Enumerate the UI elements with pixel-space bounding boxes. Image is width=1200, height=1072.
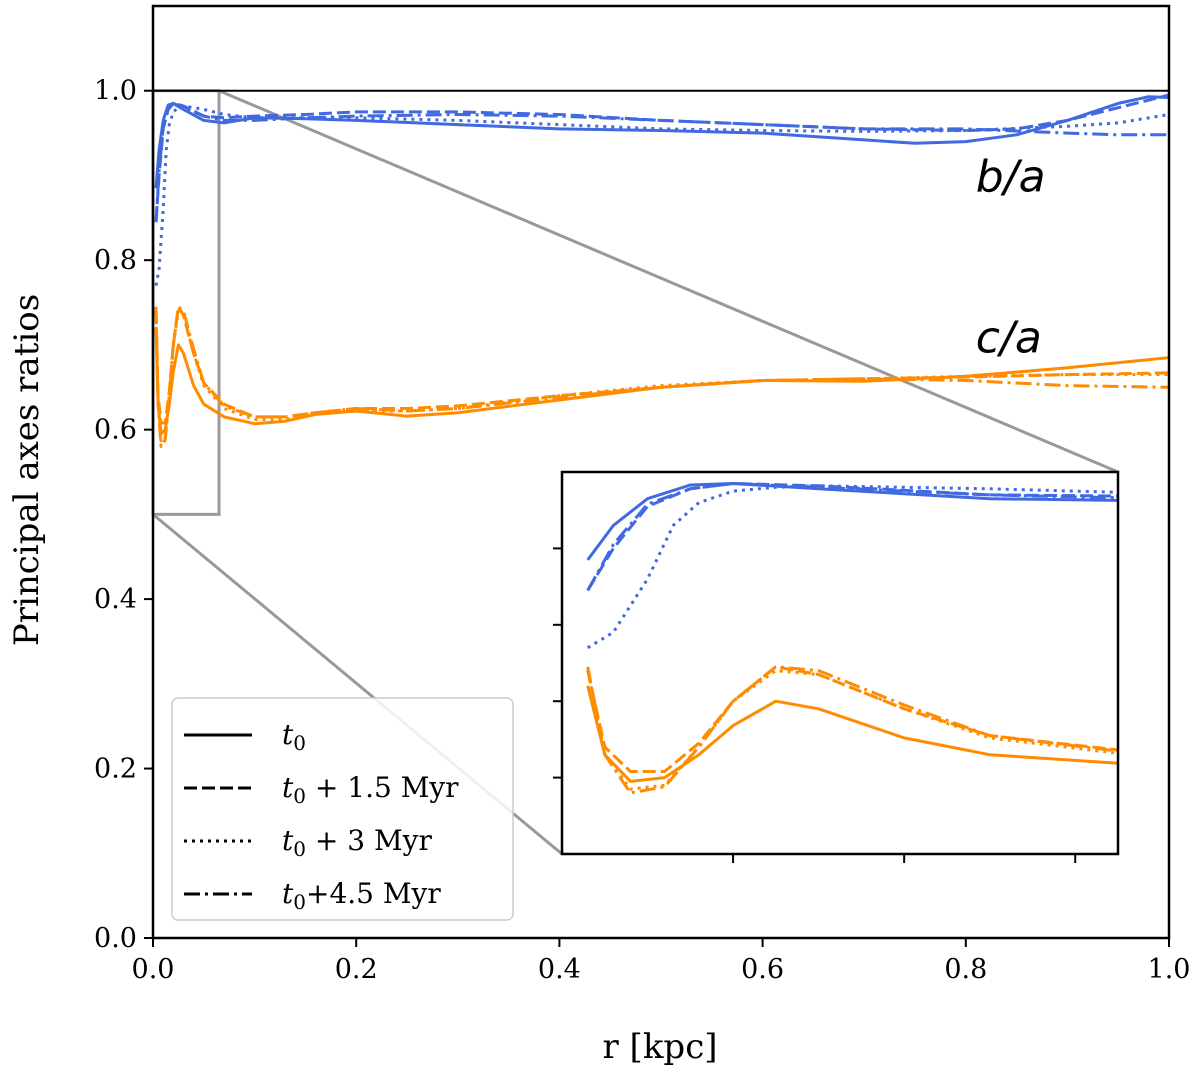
legend-label-dotted: t0 + 3 Myr (282, 824, 432, 861)
series-annotations: b/a c/a (976, 151, 1046, 363)
legend-label-dashed-rest: + 1.5 Myr (306, 771, 459, 804)
y-tick-label-3: 0.6 (94, 415, 137, 446)
legend-label-solid: t0 (282, 718, 306, 755)
legend-label-dashed: t0 + 1.5 Myr (282, 771, 459, 808)
y-tick-label-5: 1.0 (94, 76, 137, 107)
legend-label-solid-sub: 0 (293, 731, 306, 755)
inset-series-lines (586, 482, 1118, 795)
x-tick-label-1: 0.2 (335, 954, 378, 985)
legend: t0 t0 + 1.5 Myr t0 + 3 Myr t0+4.5 Myr (171, 697, 514, 921)
legend-label-dotted-main: t (282, 824, 294, 857)
inset-zoom-panel (553, 470, 1120, 863)
x-tick-label-5: 1.0 (1148, 954, 1191, 985)
y-tick-label-2: 0.4 (94, 584, 137, 615)
annotation-b-over-a-sep: / (1000, 151, 1023, 202)
legend-label-dotted-sub: 0 (293, 837, 306, 861)
x-tick-label-4: 0.8 (944, 954, 987, 985)
x-tick-label-0: 0.0 (132, 954, 175, 985)
annotation-b-over-a-sub: a (1019, 151, 1046, 202)
y-tick-label-1: 0.2 (94, 754, 137, 785)
legend-entry-solid: t0 (184, 718, 306, 755)
annotation-c-over-a-sub: a (1015, 312, 1042, 363)
x-axis-title: r [kpc] (603, 1027, 718, 1067)
series-line-7 (154, 305, 1169, 449)
series-line-3 (154, 101, 1169, 223)
legend-label-dashdot: t0+4.5 Myr (282, 877, 441, 914)
main-ticks: 0.0 0.2 0.4 0.6 0.8 1.0 0.0 0.2 0.4 0.6 0.8 1.0 (94, 76, 1190, 985)
inset-ticks (553, 547, 1077, 863)
legend-label-dashdot-main: t (282, 877, 294, 910)
legend-label-solid-main: t (282, 718, 294, 751)
annotation-c-over-a-sep: / (996, 312, 1019, 363)
legend-label-dashed-sub: 0 (293, 784, 306, 808)
zoom-rectangle (151, 89, 221, 516)
inset-background (562, 472, 1118, 854)
inset-series-line-4 (586, 685, 1118, 783)
legend-label-dotted-rest: + 3 Myr (306, 824, 432, 857)
inset-frame (560, 470, 1120, 856)
y-axis-title: Principal axes ratios (7, 294, 47, 646)
legend-box (171, 697, 514, 921)
inset-series-line-3 (586, 482, 1118, 592)
inset-series-line-7 (586, 665, 1118, 795)
main-frame-rect (151, 4, 1171, 940)
annotation-b-over-a: b/a (976, 151, 1046, 202)
legend-entries: t0 t0 + 1.5 Myr t0 + 3 Myr t0+4.5 Myr (184, 718, 459, 914)
legend-entry-dashdot: t0+4.5 Myr (184, 877, 441, 914)
x-tick-label-2: 0.4 (538, 954, 581, 985)
legend-entry-dashed: t0 + 1.5 Myr (184, 771, 459, 808)
inset-series-line-1 (586, 482, 1118, 592)
annotation-c-over-a-base: c (976, 312, 1000, 363)
series-line-5 (154, 305, 1169, 425)
main-axes-frame (151, 4, 1171, 940)
legend-entry-dotted: t0 + 3 Myr (184, 824, 432, 861)
main-plot-area (153, 89, 1169, 449)
y-tick-label-4: 0.8 (94, 245, 137, 276)
annotation-b-over-a-base: b (976, 151, 1004, 202)
annotation-c-over-a: c/a (976, 312, 1042, 363)
y-tick-label-0: 0.0 (94, 923, 137, 954)
legend-label-dashed-main: t (282, 771, 294, 804)
x-tick-label-3: 0.6 (741, 954, 784, 985)
legend-label-dashdot-sub: 0 (293, 890, 306, 914)
inset-series-line-5 (586, 665, 1118, 773)
main-series-lines (153, 89, 1169, 449)
zoom-connector-top (218, 89, 1119, 474)
legend-label-dashdot-rest: +4.5 Myr (306, 877, 441, 910)
inset-series-line-2 (586, 484, 1118, 649)
